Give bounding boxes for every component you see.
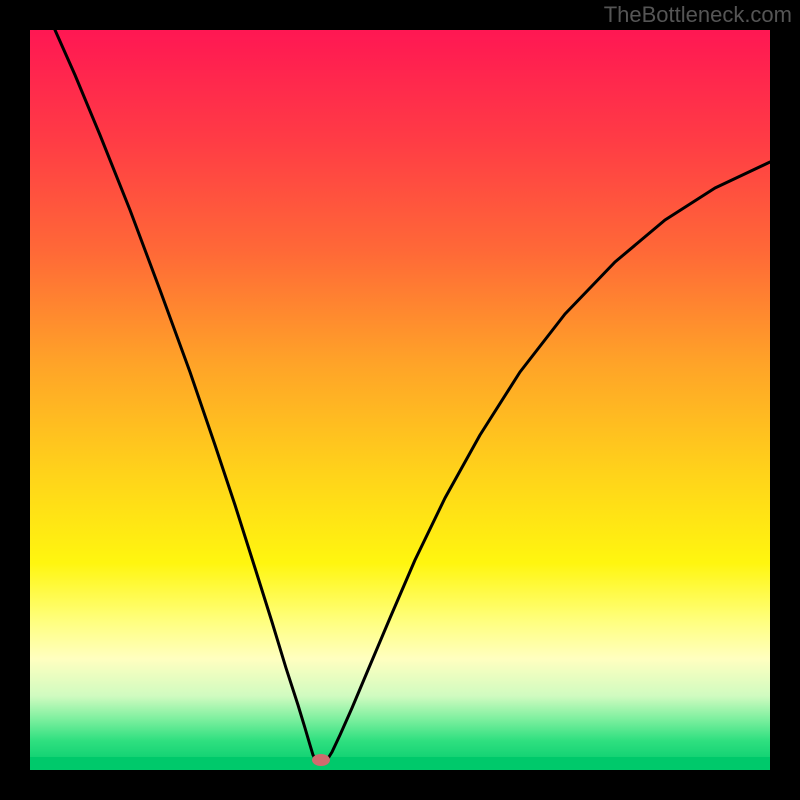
bottom-green-band [30,757,770,769]
gradient-background [30,30,770,770]
optimum-marker [312,754,330,766]
watermark-text: TheBottleneck.com [604,2,792,28]
chart-container: TheBottleneck.com [0,0,800,800]
bottleneck-curve-chart [0,0,800,800]
